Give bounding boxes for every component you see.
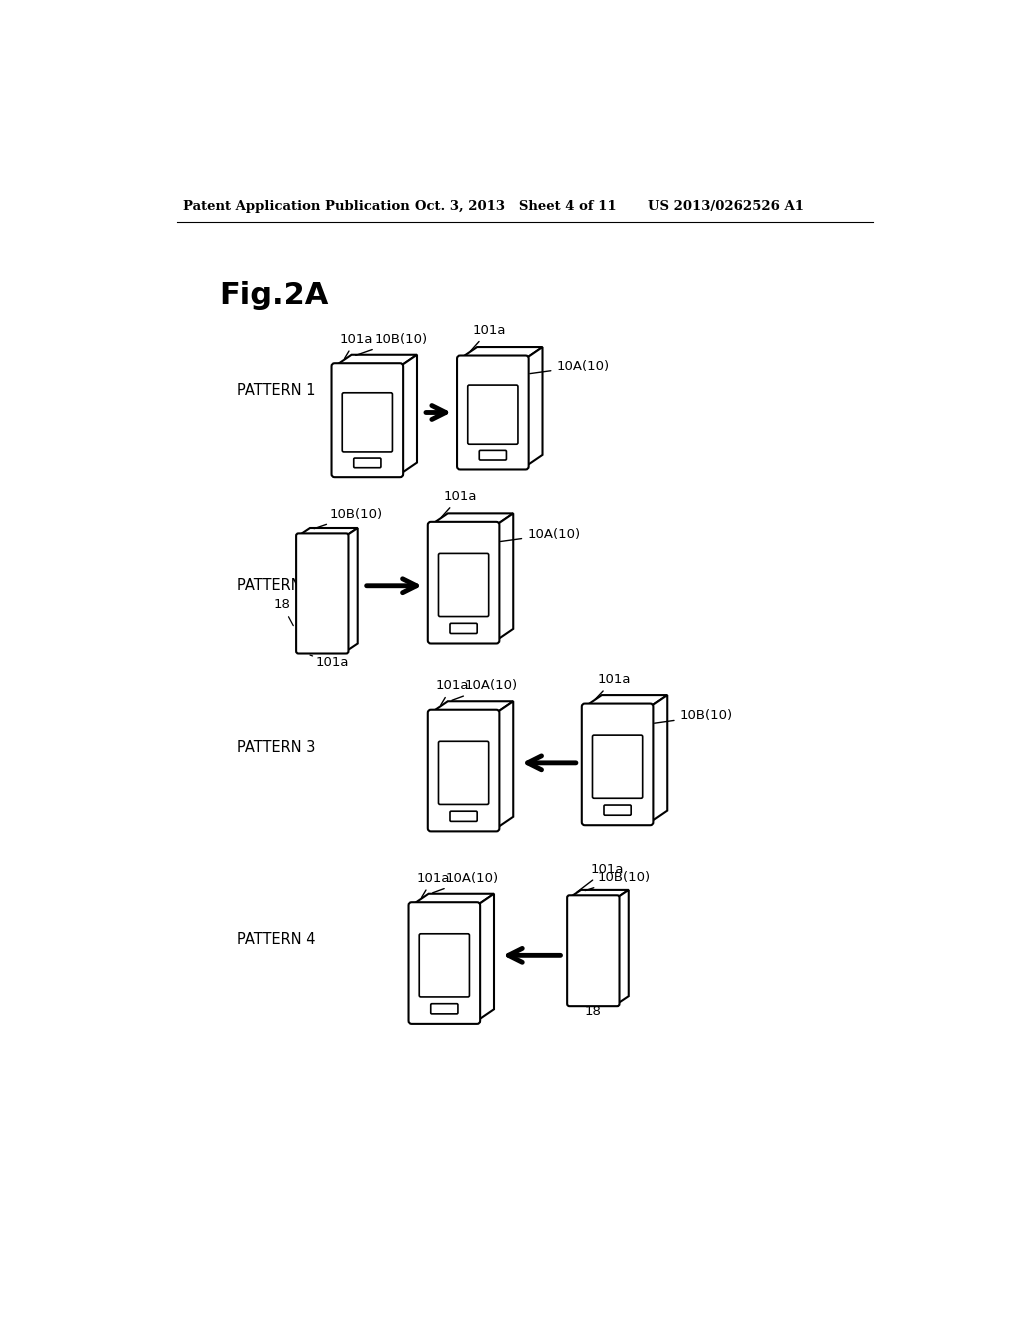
FancyBboxPatch shape <box>438 553 488 616</box>
Polygon shape <box>412 894 494 906</box>
Text: 10B(10): 10B(10) <box>585 871 651 891</box>
Text: 101a: 101a <box>470 323 506 351</box>
Text: –18: –18 <box>449 750 479 763</box>
Text: 101a: 101a <box>339 333 373 359</box>
FancyBboxPatch shape <box>479 450 507 459</box>
FancyBboxPatch shape <box>450 623 477 634</box>
FancyBboxPatch shape <box>593 735 643 799</box>
Text: 10A(10): 10A(10) <box>433 871 499 892</box>
Polygon shape <box>569 890 629 898</box>
Text: 10A(10): 10A(10) <box>501 528 581 541</box>
Text: 10B(10): 10B(10) <box>355 333 428 355</box>
FancyBboxPatch shape <box>342 393 392 451</box>
Polygon shape <box>477 894 494 1020</box>
Polygon shape <box>346 528 357 651</box>
Text: 101a: 101a <box>578 862 624 892</box>
FancyBboxPatch shape <box>438 742 488 804</box>
Text: US 2013/0262526 A1: US 2013/0262526 A1 <box>648 199 804 213</box>
FancyBboxPatch shape <box>296 533 348 653</box>
Text: –18: –18 <box>604 744 635 758</box>
FancyBboxPatch shape <box>419 933 469 997</box>
Text: Oct. 3, 2013   Sheet 4 of 11: Oct. 3, 2013 Sheet 4 of 11 <box>416 199 617 213</box>
Text: 10B(10): 10B(10) <box>654 709 733 723</box>
Polygon shape <box>497 701 513 829</box>
Text: Patent Application Publication: Patent Application Publication <box>183 199 410 213</box>
Text: PATTERN 4: PATTERN 4 <box>237 932 315 948</box>
Text: –18: –18 <box>351 403 381 416</box>
Polygon shape <box>525 347 543 466</box>
Text: 101a: 101a <box>595 673 631 700</box>
Polygon shape <box>650 696 668 822</box>
Text: PATTERN 1: PATTERN 1 <box>237 383 315 399</box>
Polygon shape <box>335 355 417 367</box>
Text: 101a: 101a <box>310 655 349 669</box>
Text: 10A(10): 10A(10) <box>452 680 518 701</box>
Text: 101a: 101a <box>441 490 477 517</box>
FancyBboxPatch shape <box>353 458 381 467</box>
Polygon shape <box>585 696 668 706</box>
FancyBboxPatch shape <box>582 704 653 825</box>
Text: 10B(10): 10B(10) <box>314 508 382 528</box>
Polygon shape <box>400 355 417 474</box>
Text: PATTERN 3: PATTERN 3 <box>237 741 315 755</box>
FancyBboxPatch shape <box>457 355 528 470</box>
Polygon shape <box>460 347 543 359</box>
Text: 18: 18 <box>273 598 293 626</box>
FancyBboxPatch shape <box>450 812 477 821</box>
FancyBboxPatch shape <box>428 521 500 644</box>
Text: 101a: 101a <box>416 871 450 898</box>
Polygon shape <box>497 513 513 640</box>
FancyBboxPatch shape <box>604 805 631 816</box>
FancyBboxPatch shape <box>428 710 500 832</box>
FancyBboxPatch shape <box>332 363 403 478</box>
Text: 18: 18 <box>581 994 602 1018</box>
Polygon shape <box>431 701 513 713</box>
Text: 101a: 101a <box>435 680 469 705</box>
Polygon shape <box>298 528 357 536</box>
Text: –18: –18 <box>478 393 508 407</box>
Text: –18: –18 <box>451 561 480 574</box>
Text: Fig.2A: Fig.2A <box>219 281 329 310</box>
Polygon shape <box>431 513 513 525</box>
Text: –18: –18 <box>430 942 460 956</box>
Text: 10A(10): 10A(10) <box>529 360 609 374</box>
FancyBboxPatch shape <box>567 895 620 1006</box>
Polygon shape <box>617 890 629 1003</box>
FancyBboxPatch shape <box>409 903 480 1024</box>
Text: PATTERN 2: PATTERN 2 <box>237 578 315 593</box>
FancyBboxPatch shape <box>431 1003 458 1014</box>
FancyBboxPatch shape <box>468 385 518 445</box>
